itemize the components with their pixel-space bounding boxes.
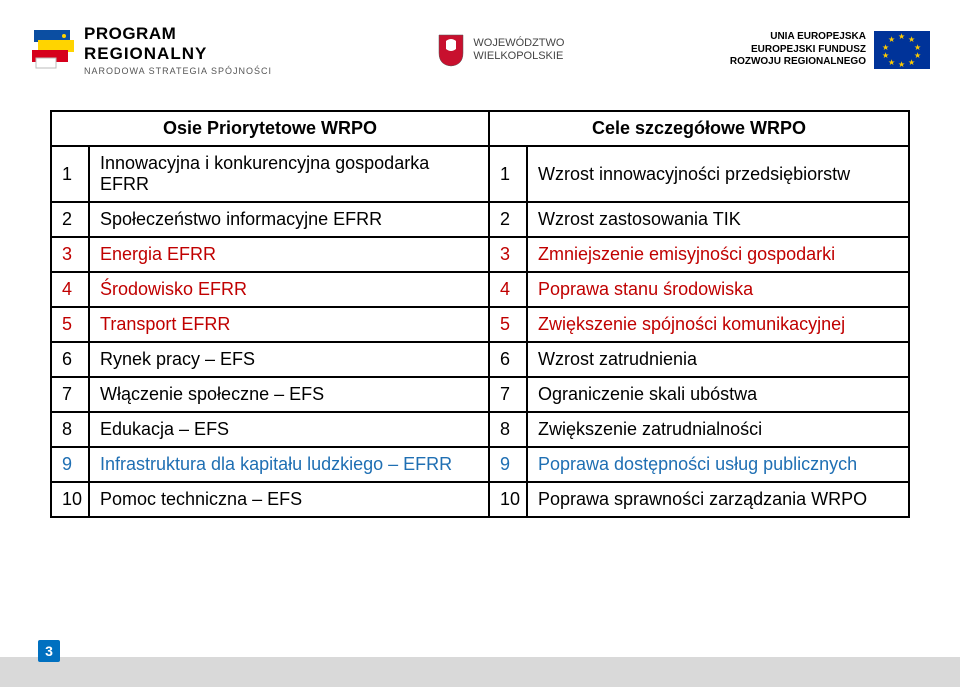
- logo-right-text: UNIA EUROPEJSKA EUROPEJSKI FUNDUSZ ROZWO…: [730, 31, 866, 69]
- priorities-table: Osie Priorytetowe WRPOCele szczegółowe W…: [50, 110, 910, 518]
- page-number: 3: [38, 640, 60, 662]
- row-num-right: 8: [489, 412, 527, 447]
- row-left-text: Infrastruktura dla kapitału ludzkiego – …: [89, 447, 489, 482]
- row-left-text: Środowisko EFRR: [89, 272, 489, 307]
- mid-line1: WOJEWÓDZTWO: [473, 37, 564, 50]
- row-num-left: 10: [51, 482, 89, 517]
- row-num-right: 10: [489, 482, 527, 517]
- row-left-text: Włączenie społeczne – EFS: [89, 377, 489, 412]
- logo-left-line1: PROGRAM: [84, 24, 272, 44]
- row-num-right: 1: [489, 146, 527, 202]
- row-right-text: Wzrost innowacyjności przedsiębiorstw: [527, 146, 909, 202]
- eu-flag-icon: ★ ★ ★ ★ ★ ★ ★ ★ ★ ★: [874, 31, 930, 69]
- table-row: 2Społeczeństwo informacyjne EFRR2Wzrost …: [51, 202, 909, 237]
- table-header-row: Osie Priorytetowe WRPOCele szczegółowe W…: [51, 111, 909, 146]
- row-right-text: Poprawa sprawności zarządzania WRPO: [527, 482, 909, 517]
- row-num-right: 9: [489, 447, 527, 482]
- header-left: Osie Priorytetowe WRPO: [51, 111, 489, 146]
- logo-left: PROGRAM REGIONALNY NARODOWA STRATEGIA SP…: [30, 24, 272, 76]
- table-row: 1Innowacyjna i konkurencyjna gospodarka …: [51, 146, 909, 202]
- row-num-left: 1: [51, 146, 89, 202]
- mid-line2: WIELKOPOLSKIE: [473, 50, 564, 63]
- table-row: 5Transport EFRR5Zwiększenie spójności ko…: [51, 307, 909, 342]
- row-left-text: Energia EFRR: [89, 237, 489, 272]
- logo-right: UNIA EUROPEJSKA EUROPEJSKI FUNDUSZ ROZWO…: [730, 31, 930, 69]
- shield-icon: [437, 33, 465, 67]
- logo-middle-text: WOJEWÓDZTWO WIELKOPOLSKIE: [473, 37, 564, 63]
- program-logo-icon: [30, 28, 74, 72]
- header-bar: PROGRAM REGIONALNY NARODOWA STRATEGIA SP…: [0, 0, 960, 100]
- row-num-left: 8: [51, 412, 89, 447]
- row-right-text: Wzrost zastosowania TIK: [527, 202, 909, 237]
- content-area: Osie Priorytetowe WRPOCele szczegółowe W…: [0, 100, 960, 518]
- logo-middle: WOJEWÓDZTWO WIELKOPOLSKIE: [437, 33, 564, 67]
- table-row: 10Pomoc techniczna – EFS10Poprawa sprawn…: [51, 482, 909, 517]
- row-right-text: Zmniejszenie emisyjności gospodarki: [527, 237, 909, 272]
- row-left-text: Społeczeństwo informacyjne EFRR: [89, 202, 489, 237]
- row-right-text: Poprawa dostępności usług publicznych: [527, 447, 909, 482]
- row-right-text: Zwiększenie spójności komunikacyjnej: [527, 307, 909, 342]
- row-left-text: Innowacyjna i konkurencyjna gospodarka E…: [89, 146, 489, 202]
- table-row: 9Infrastruktura dla kapitału ludzkiego –…: [51, 447, 909, 482]
- page-number-value: 3: [45, 643, 53, 659]
- row-num-right: 2: [489, 202, 527, 237]
- logo-left-text: PROGRAM REGIONALNY NARODOWA STRATEGIA SP…: [84, 24, 272, 76]
- row-left-text: Rynek pracy – EFS: [89, 342, 489, 377]
- row-num-right: 3: [489, 237, 527, 272]
- row-num-left: 3: [51, 237, 89, 272]
- row-num-left: 7: [51, 377, 89, 412]
- row-left-text: Edukacja – EFS: [89, 412, 489, 447]
- right-line1: UNIA EUROPEJSKA: [730, 31, 866, 44]
- row-num-right: 7: [489, 377, 527, 412]
- header-right: Cele szczegółowe WRPO: [489, 111, 909, 146]
- logo-left-line2: REGIONALNY: [84, 44, 272, 64]
- footer-band: [0, 657, 960, 687]
- row-right-text: Poprawa stanu środowiska: [527, 272, 909, 307]
- row-left-text: Transport EFRR: [89, 307, 489, 342]
- table-row: 8Edukacja – EFS8Zwiększenie zatrudnialno…: [51, 412, 909, 447]
- row-num-right: 6: [489, 342, 527, 377]
- row-num-right: 4: [489, 272, 527, 307]
- table-row: 3Energia EFRR3Zmniejszenie emisyjności g…: [51, 237, 909, 272]
- logo-left-line3: NARODOWA STRATEGIA SPÓJNOŚCI: [84, 66, 272, 76]
- row-num-right: 5: [489, 307, 527, 342]
- row-right-text: Zwiększenie zatrudnialności: [527, 412, 909, 447]
- row-num-left: 6: [51, 342, 89, 377]
- row-num-left: 9: [51, 447, 89, 482]
- right-line3: ROZWOJU REGIONALNEGO: [730, 56, 866, 69]
- right-line2: EUROPEJSKI FUNDUSZ: [730, 44, 866, 57]
- row-num-left: 2: [51, 202, 89, 237]
- row-right-text: Ograniczenie skali ubóstwa: [527, 377, 909, 412]
- row-num-left: 4: [51, 272, 89, 307]
- row-num-left: 5: [51, 307, 89, 342]
- table-row: 7Włączenie społeczne – EFS7Ograniczenie …: [51, 377, 909, 412]
- row-right-text: Wzrost zatrudnienia: [527, 342, 909, 377]
- row-left-text: Pomoc techniczna – EFS: [89, 482, 489, 517]
- table-row: 4Środowisko EFRR4Poprawa stanu środowisk…: [51, 272, 909, 307]
- table-row: 6Rynek pracy – EFS6Wzrost zatrudnienia: [51, 342, 909, 377]
